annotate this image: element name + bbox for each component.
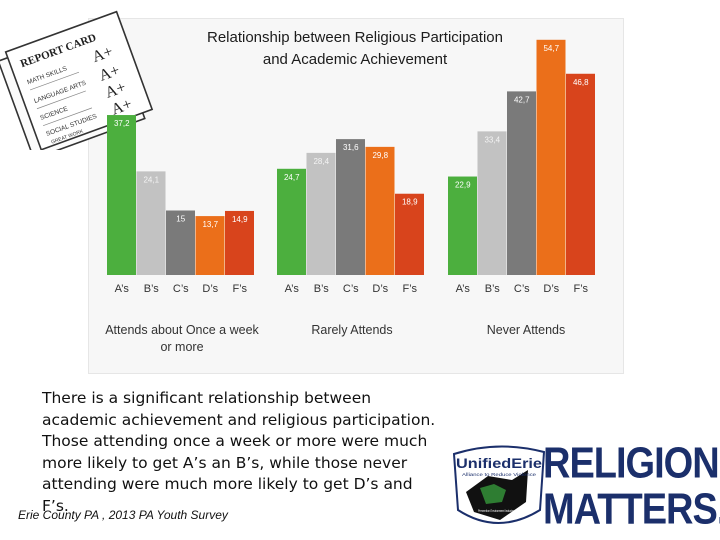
bar — [166, 210, 195, 275]
data-label: 37,2 — [114, 119, 130, 128]
category-label: F’s — [574, 283, 589, 295]
data-label: 42,7 — [514, 95, 530, 104]
data-label: 28,4 — [313, 157, 329, 166]
data-label: 54,7 — [543, 44, 559, 53]
bar — [536, 39, 566, 275]
brand-name: UnifiedErie — [456, 455, 542, 471]
bar — [507, 91, 536, 275]
category-label: C’s — [343, 283, 359, 295]
group-label-never: Never Attends — [486, 323, 566, 337]
badge-text: Prevention Environment Industry — [478, 509, 514, 513]
data-label: 31,6 — [343, 143, 359, 152]
category-label: F’s — [233, 283, 248, 295]
bar — [107, 115, 136, 275]
bar — [136, 171, 166, 275]
unified-erie-badge: UnifiedErie Alliance to Reduce Violence … — [452, 445, 546, 524]
bar — [336, 139, 365, 275]
source-note: Erie County PA , 2013 PA Youth Survey — [18, 508, 228, 522]
chart-title: Relationship between Religious Participa… — [206, 29, 503, 68]
data-label: 46,8 — [573, 78, 589, 87]
category-label: B’s — [314, 283, 330, 295]
category-label: D’s — [202, 283, 218, 295]
group-label-weekly: Attends about Once a week or more — [105, 323, 259, 354]
group-label-rarely: Rarely Attends — [311, 323, 393, 337]
data-label: 24,7 — [284, 173, 300, 182]
category-label: A’s — [115, 283, 130, 295]
report-card-grade: A+ — [109, 96, 134, 119]
headline-religion: RELIGION — [543, 439, 720, 488]
data-label: 18,9 — [402, 198, 418, 207]
report-card-grade: A+ — [90, 43, 115, 66]
data-label: 14,9 — [232, 215, 248, 224]
report-card-grade: A+ — [103, 79, 128, 102]
category-label: D’s — [372, 283, 388, 295]
bar — [395, 193, 424, 275]
bar — [365, 146, 395, 275]
report-card-grade: A+ — [97, 62, 122, 85]
category-label: C’s — [173, 283, 189, 295]
bar — [195, 216, 225, 275]
category-label: B’s — [485, 283, 501, 295]
religion-matters-logo: UnifiedErie Alliance to Reduce Violence … — [448, 439, 720, 536]
data-label: 22,9 — [455, 181, 471, 190]
bar — [448, 176, 477, 275]
data-label: 13,7 — [202, 220, 218, 229]
category-label: D’s — [543, 283, 559, 295]
data-label: 15 — [176, 215, 185, 224]
bar — [277, 168, 306, 275]
bar — [306, 152, 336, 275]
category-label: C’s — [514, 283, 530, 295]
headline-matters: MATTERS. — [543, 485, 720, 534]
bar — [225, 210, 254, 275]
summary-text: There is a significant relationship betw… — [42, 389, 436, 515]
data-label: 29,8 — [372, 151, 388, 160]
category-label: B’s — [144, 283, 160, 295]
category-label: F’s — [403, 283, 418, 295]
bar — [566, 73, 595, 275]
data-label: 24,1 — [143, 175, 159, 184]
bar — [477, 131, 507, 275]
data-label: 33,4 — [484, 135, 500, 144]
category-label: A’s — [285, 283, 300, 295]
brand-tagline: Alliance to Reduce Violence — [462, 472, 537, 477]
category-label: A’s — [456, 283, 471, 295]
